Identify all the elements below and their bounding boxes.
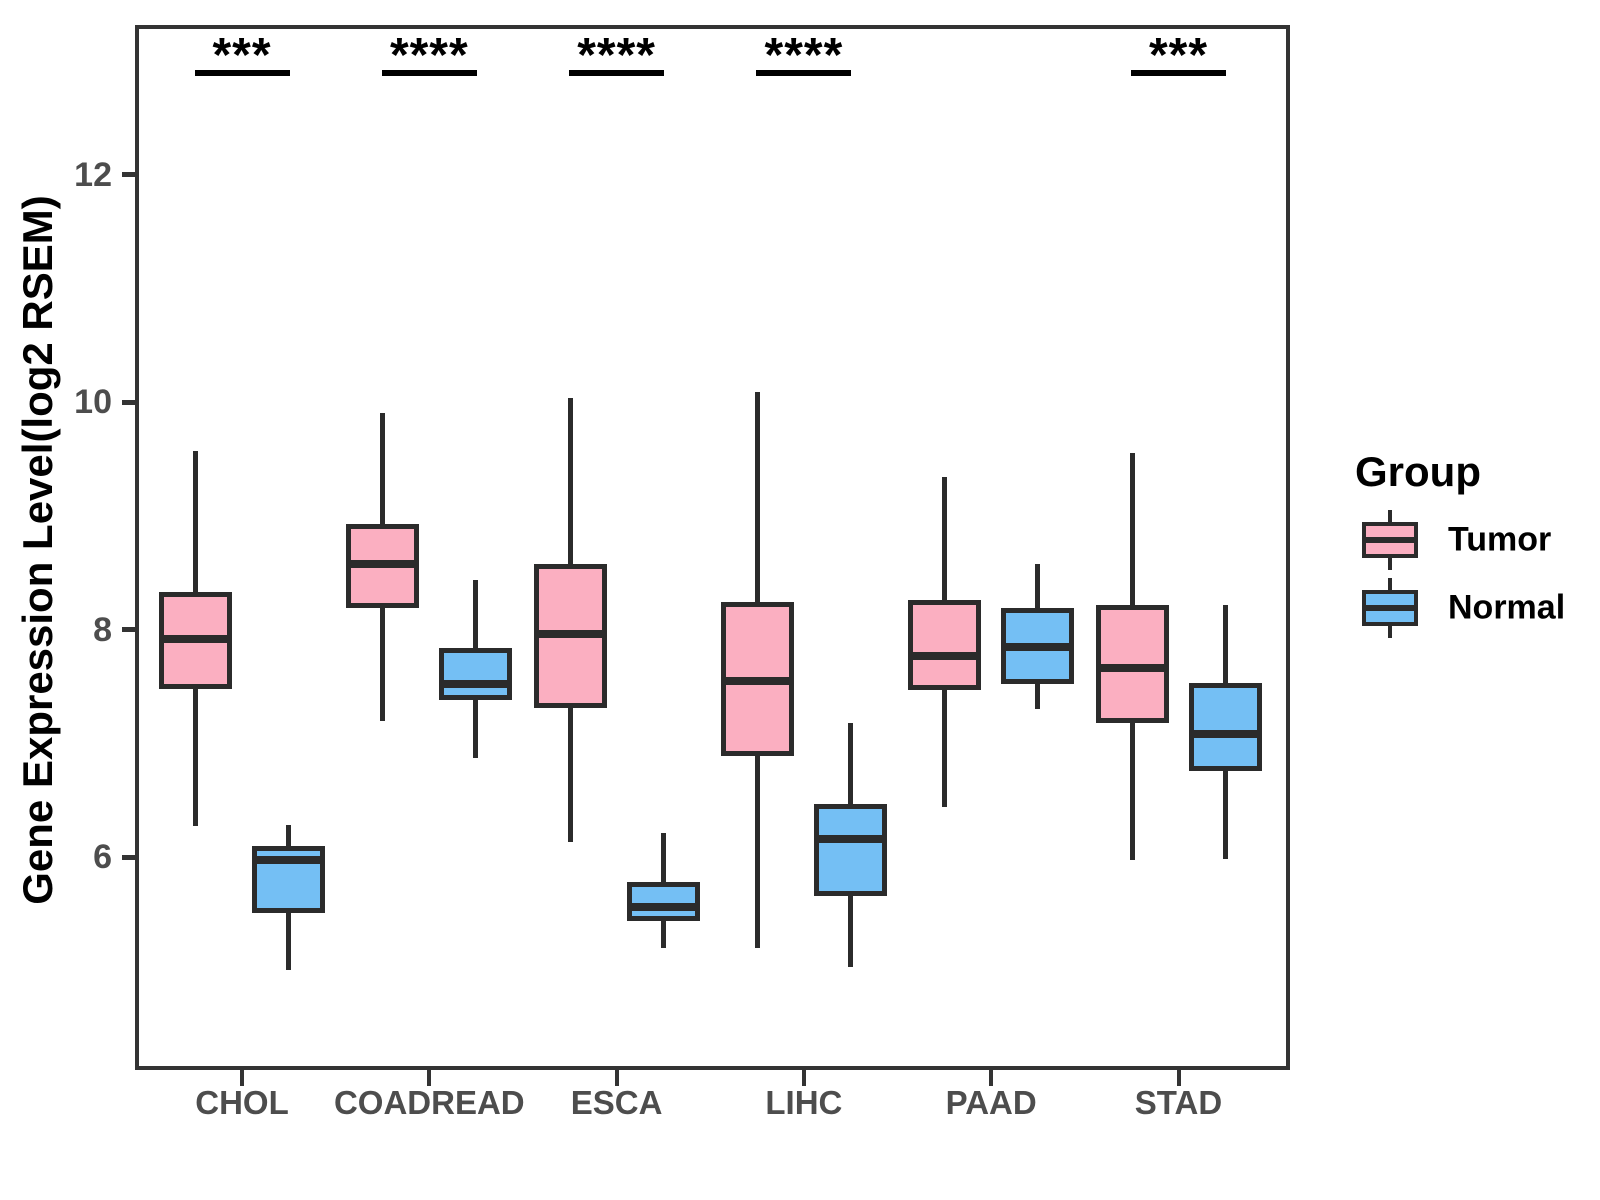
boxplot-glyph-icon — [1360, 576, 1420, 640]
x-tick-label-lihc: LIHC — [765, 1084, 843, 1121]
x-tick-mark — [989, 1070, 994, 1086]
x-tick-mark — [240, 1070, 244, 1086]
legend-item-normal: Normal — [1360, 576, 1600, 640]
significance-bar-stad — [1131, 70, 1226, 76]
median-stad-normal — [1188, 730, 1262, 739]
y-tick-mark — [122, 172, 136, 178]
y-tick-label: 6 — [93, 838, 112, 876]
median-coadread-tumor — [346, 559, 420, 568]
legend-title: Group — [1355, 448, 1481, 495]
median-chol-normal — [252, 856, 325, 865]
glyph-median — [1366, 537, 1414, 543]
significance-bar-chol — [194, 70, 290, 76]
median-chol-tumor — [159, 634, 232, 643]
median-esca-tumor — [533, 630, 607, 639]
x-tick-label-chol: CHOL — [195, 1084, 289, 1121]
legend-label-normal: Normal — [1448, 588, 1566, 627]
legend-label-tumor: Tumor — [1448, 520, 1552, 559]
y-tick-label: 12 — [74, 155, 112, 194]
median-lihc-normal — [813, 834, 887, 843]
x-tick-label-stad: STAD — [1134, 1084, 1223, 1121]
median-esca-normal — [626, 903, 700, 911]
legend-item-tumor: Tumor — [1360, 508, 1600, 572]
x-tick-label-esca: ESCA — [570, 1084, 663, 1121]
box-paad-tumor — [908, 600, 982, 690]
x-tick-mark — [614, 1070, 619, 1086]
box-stad-normal — [1188, 683, 1262, 771]
box-lihc-normal — [813, 803, 887, 896]
significance-bar-lihc — [756, 70, 852, 76]
significance-bar-coadread — [381, 70, 477, 76]
y-tick-label: 8 — [93, 610, 112, 649]
x-tick-mark — [801, 1070, 806, 1086]
median-paad-normal — [1001, 642, 1075, 651]
x-tick-label-coadread: COADREAD — [333, 1084, 525, 1121]
boxplot-glyph-icon — [1360, 508, 1420, 572]
plot-panel — [135, 25, 1290, 1070]
x-tick-mark — [427, 1070, 432, 1086]
y-tick-mark — [122, 627, 136, 633]
box-stad-tumor — [1095, 604, 1169, 723]
y-tick-mark — [122, 854, 136, 860]
glyph-median — [1366, 605, 1414, 611]
box-esca-normal — [626, 882, 700, 921]
y-tick-mark — [122, 399, 136, 405]
median-paad-tumor — [908, 651, 982, 660]
median-stad-tumor — [1095, 664, 1169, 673]
y-axis-title: Gene Expression Level(log2 RSEM) — [14, 195, 61, 905]
significance-bar-esca — [569, 70, 665, 76]
median-lihc-tumor — [720, 676, 794, 685]
x-tick-mark — [1176, 1070, 1181, 1086]
x-tick-label-paad: PAAD — [945, 1084, 1037, 1121]
median-coadread-normal — [439, 680, 513, 689]
box-coadread-normal — [439, 647, 513, 701]
y-tick-label: 10 — [74, 383, 112, 422]
